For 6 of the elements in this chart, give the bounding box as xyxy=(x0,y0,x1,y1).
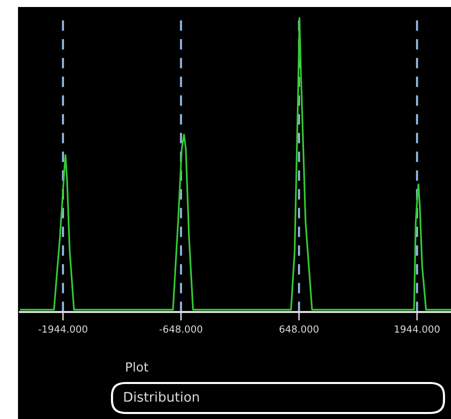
x-tick-label: -648.000 xyxy=(160,325,202,333)
x-tick-label: -1944.000 xyxy=(38,325,88,333)
text: Plot xyxy=(126,362,148,372)
x-tick-label: 1944.000 xyxy=(394,325,440,333)
x-tick-label: 648.000 xyxy=(280,325,318,333)
text: Distribution xyxy=(124,392,199,402)
